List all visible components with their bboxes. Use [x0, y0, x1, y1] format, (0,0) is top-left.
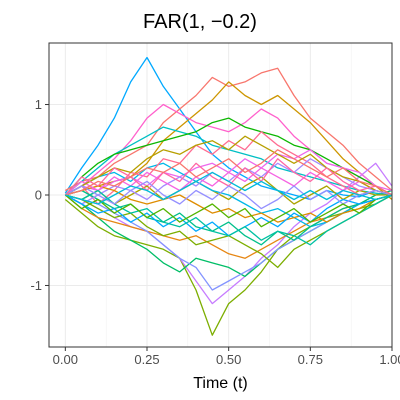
series-line-22 — [64, 135, 393, 196]
series-line-27 — [65, 149, 393, 196]
series-line-20 — [64, 167, 393, 196]
series-line-2 — [64, 194, 393, 336]
series-layer — [64, 56, 393, 336]
x-tick-label: 0.00 — [53, 352, 78, 367]
series-line-25 — [64, 180, 393, 210]
series-line-15 — [64, 131, 393, 205]
y-axis: 1 0 -1 — [30, 97, 49, 293]
series-line-23 — [65, 189, 393, 246]
y-tick-label: 0 — [35, 188, 42, 203]
x-axis-label: Time (t) — [193, 375, 248, 392]
series-line-26 — [64, 194, 393, 228]
series-line-3 — [64, 67, 393, 192]
series-line-11 — [64, 117, 393, 196]
chart-title: FAR(1, −0.2) — [143, 11, 257, 33]
x-tick-label: 1.00 — [379, 352, 400, 367]
x-tick-label: 0.25 — [134, 352, 159, 367]
x-tick-label: 0.75 — [298, 352, 323, 367]
series-line-18 — [65, 185, 393, 223]
y-tick-label: 1 — [35, 97, 42, 112]
series-line-13 — [65, 176, 392, 205]
x-tick-label: 0.50 — [216, 352, 241, 367]
x-axis: 0.00 0.25 0.50 0.75 1.00 — [53, 347, 400, 367]
y-tick-label: -1 — [30, 278, 42, 293]
series-line-28 — [65, 171, 393, 205]
